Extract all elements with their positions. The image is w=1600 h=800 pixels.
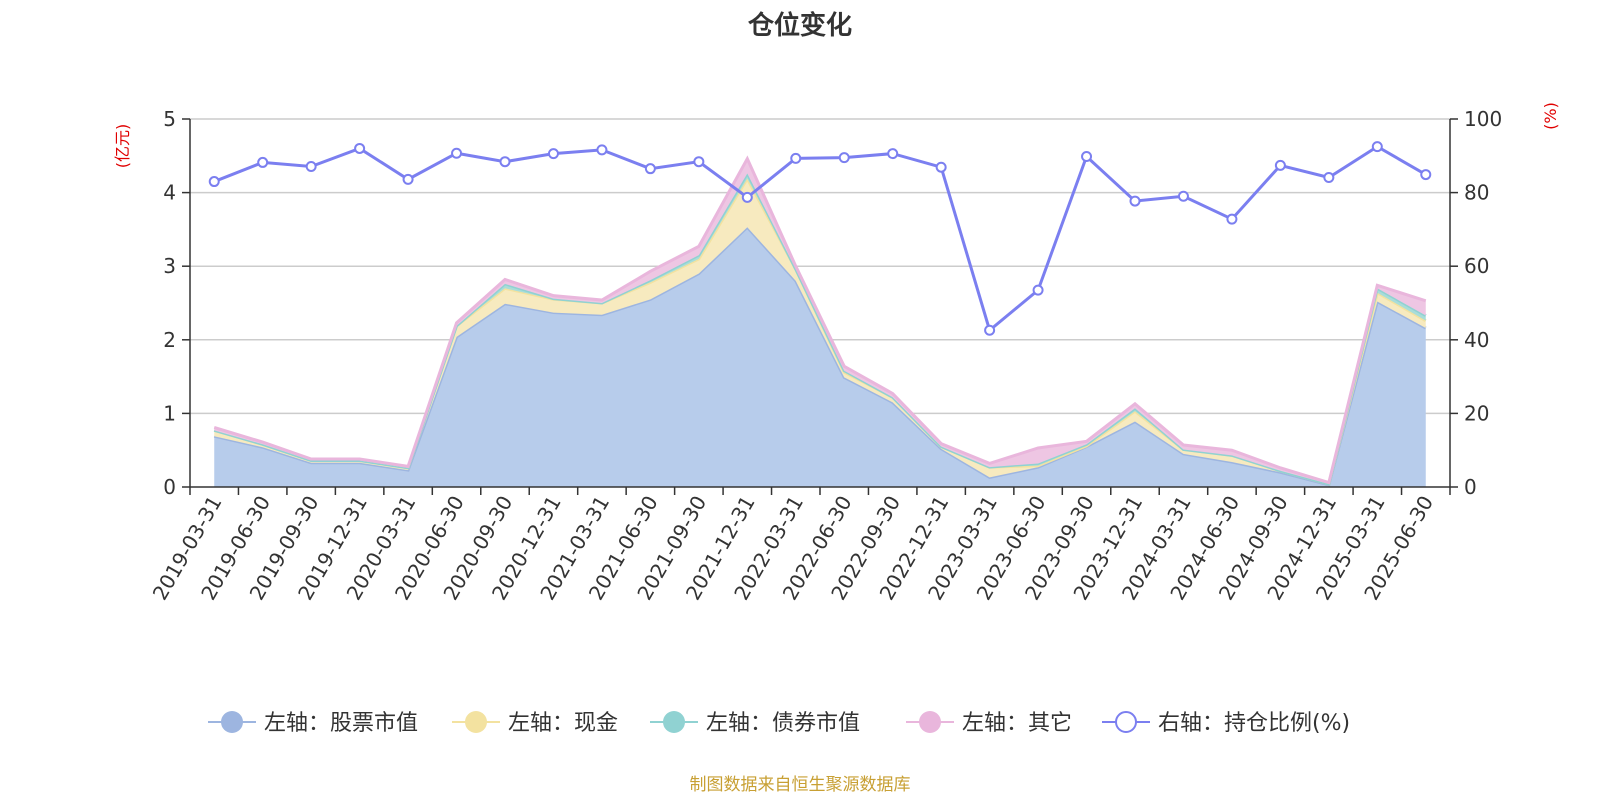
legend-label: 左轴：其它: [962, 711, 1072, 736]
ratio-point: [402, 173, 414, 185]
right-axis-unit: (%): [1541, 102, 1560, 130]
legend-swatch-marker: [465, 711, 487, 733]
legend-swatch-marker: [1115, 711, 1137, 733]
ratio-point: [596, 144, 608, 156]
ratio-point: [887, 148, 899, 160]
legend-swatch-marker: [221, 711, 243, 733]
ratio-point: [1323, 172, 1335, 184]
area-edge-左轴：其它: [213, 155, 1427, 485]
holding-ratio-series: [208, 141, 1432, 336]
legend-swatch-marker: [919, 711, 941, 733]
grid-lines: [190, 118, 1450, 415]
ratio-point: [838, 152, 850, 164]
stacked-areas: [213, 155, 1427, 487]
ratio-point: [257, 156, 269, 168]
ratio-point: [984, 324, 996, 336]
ratio-point: [935, 161, 947, 173]
right-tick-label: 80: [1464, 181, 1489, 205]
left-tick-label: 3: [163, 254, 176, 278]
ratio-point: [693, 156, 705, 168]
ratio-point: [1274, 159, 1286, 171]
legend-swatch-marker: [663, 711, 685, 733]
data-source-note: 制图数据来自恒生聚源数据库: [690, 775, 911, 795]
ratio-point: [499, 156, 511, 168]
area-左轴：现金: [214, 178, 1426, 485]
ratio-point: [1081, 151, 1093, 163]
right-tick-label: 20: [1464, 401, 1489, 425]
ratio-point: [1371, 141, 1383, 153]
ratio-point: [547, 148, 559, 160]
ratio-point: [1129, 195, 1141, 207]
right-tick-label: 0: [1464, 475, 1477, 499]
ratio-point: [644, 163, 656, 175]
ratio-point: [741, 191, 753, 203]
left-tick-label: 4: [163, 181, 176, 205]
left-axis-unit: (亿元): [113, 124, 132, 169]
ratio-line: [213, 144, 1427, 333]
legend-label: 右轴：持仓比例(%): [1158, 711, 1350, 736]
ratio-point: [1420, 169, 1432, 181]
ratio-point: [208, 176, 220, 188]
ratio-point: [1226, 213, 1238, 225]
left-tick-label: 2: [163, 328, 176, 352]
right-tick-label: 40: [1464, 328, 1489, 352]
legend: 左轴：股票市值 左轴：现金 左轴：债券市值 左轴：其它 右轴：持仓比例(%): [208, 711, 1350, 736]
ratio-point: [1032, 284, 1044, 296]
left-tick-label: 5: [163, 107, 176, 131]
ratio-point: [790, 152, 802, 164]
right-tick-label: 60: [1464, 254, 1489, 278]
right-tick-label: 100: [1464, 107, 1502, 131]
left-tick-label: 0: [163, 475, 176, 499]
ratio-point: [451, 147, 463, 159]
left-tick-label: 1: [163, 401, 176, 425]
ratio-point: [305, 160, 317, 172]
ratio-point: [1177, 190, 1189, 202]
area-左轴：股票市值: [214, 227, 1426, 487]
ratio-point: [354, 142, 366, 154]
legend-label: 左轴：股票市值: [264, 711, 418, 736]
chart-title: 仓位变化: [747, 10, 852, 41]
legend-label: 左轴：债券市值: [706, 711, 860, 736]
legend-label: 左轴：现金: [508, 711, 618, 736]
